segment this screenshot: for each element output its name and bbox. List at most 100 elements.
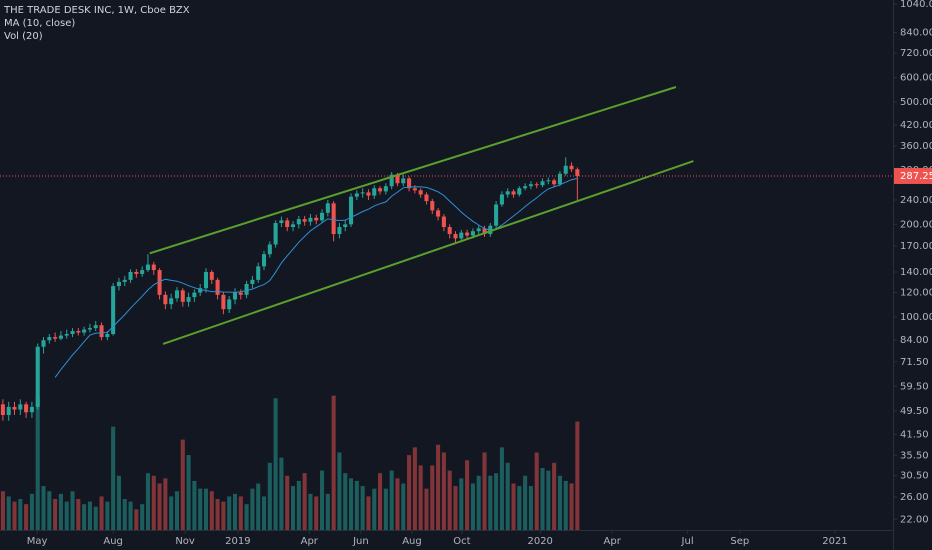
- axis-layer: 1040.00 840.00 720.00 600.00 500.00 420.00 360…: [27, 0, 932, 547]
- candle-body: [41, 340, 46, 347]
- y-tick-label: 22.00: [900, 514, 929, 525]
- volume-bar: [430, 465, 435, 530]
- trend-line: [149, 86, 677, 255]
- candle-body: [482, 228, 487, 235]
- volume-bar: [372, 488, 377, 530]
- volume-bar: [203, 488, 209, 530]
- volume-bar: [511, 483, 516, 530]
- volume-bar: [418, 465, 423, 530]
- volume-layer: [0, 395, 580, 530]
- x-tick-label: 2021: [822, 536, 847, 547]
- candle-body: [53, 337, 58, 339]
- candle-body: [134, 271, 139, 274]
- candle-body: [569, 165, 574, 170]
- candle-body: [58, 335, 63, 339]
- candle-body: [285, 220, 290, 228]
- candle-body: [24, 404, 29, 413]
- candle-body: [453, 234, 458, 239]
- candle-body: [494, 204, 499, 226]
- volume-bar: [395, 478, 400, 530]
- candle-body: [227, 299, 232, 310]
- candle-body: [296, 219, 301, 225]
- price-layer: [0, 86, 893, 421]
- volume-bar: [494, 473, 499, 530]
- candle-body: [198, 288, 203, 293]
- volume-bar: [296, 480, 301, 530]
- candle-body: [35, 346, 40, 407]
- candle-body: [250, 279, 255, 284]
- volume-bar: [563, 480, 568, 530]
- volume-bar: [378, 473, 383, 530]
- volume-bar: [546, 470, 551, 530]
- volume-bar: [169, 496, 174, 530]
- candle-body: [308, 217, 313, 222]
- volume-bar: [459, 478, 464, 530]
- y-tick-label: 100.00: [900, 312, 932, 323]
- volume-bar: [401, 483, 406, 530]
- candle-body: [459, 232, 464, 239]
- volume-bar: [76, 499, 81, 530]
- candle-body: [203, 271, 209, 289]
- x-tick-label: Jun: [352, 536, 369, 547]
- volume-bar: [279, 457, 284, 530]
- candle-body: [232, 292, 238, 300]
- volume-bar: [540, 468, 545, 530]
- volume-bar: [285, 475, 290, 530]
- volume-bar: [302, 473, 307, 530]
- y-tick-label: 41.50: [900, 429, 929, 440]
- candle-body: [436, 210, 441, 217]
- candle-body: [273, 223, 278, 245]
- candle-body: [378, 188, 383, 192]
- volume-bar: [116, 475, 121, 530]
- volume-bar: [349, 478, 354, 530]
- x-tick-label: Nov: [175, 536, 195, 547]
- candle-body: [314, 217, 319, 221]
- x-tick-label: 2020: [527, 536, 552, 547]
- volume-bar: [151, 475, 156, 530]
- candle-body: [186, 297, 191, 302]
- candle-body: [395, 174, 400, 184]
- ma-legend: MA (10, close): [4, 18, 75, 29]
- volume-bar: [337, 452, 342, 530]
- candle-body: [407, 178, 412, 189]
- candle-body: [360, 192, 365, 194]
- volume-bar: [58, 493, 63, 530]
- y-tick-label: 120.00: [900, 288, 932, 299]
- candle-body: [534, 184, 539, 186]
- volume-bar: [290, 486, 296, 530]
- x-tick-label: Sep: [730, 536, 749, 547]
- candle-body: [0, 404, 5, 416]
- volume-bar: [517, 486, 522, 530]
- candle-body: [163, 294, 168, 305]
- volume-bar: [122, 499, 127, 530]
- candle-body: [111, 286, 116, 335]
- y-tick-label: 200.00: [900, 219, 932, 230]
- volume-bar: [35, 395, 40, 530]
- volume-bar: [209, 491, 214, 530]
- volume-bar: [180, 439, 185, 530]
- volume-bar: [111, 426, 116, 530]
- volume-bar: [447, 470, 452, 530]
- volume-bar: [157, 483, 162, 530]
- candle-body: [99, 325, 104, 338]
- volume-bar: [407, 455, 412, 530]
- candle-body: [366, 192, 371, 196]
- volume-bar: [412, 447, 417, 530]
- volume-bar: [64, 501, 69, 530]
- candle-body: [499, 194, 504, 205]
- candle-body: [557, 173, 562, 185]
- candle-body: [261, 254, 267, 267]
- volume-bar: [174, 491, 180, 530]
- candle-body: [209, 271, 214, 280]
- candle-body: [151, 264, 156, 271]
- candle-body: [430, 201, 435, 211]
- volume-bar: [256, 483, 261, 530]
- candle-body: [383, 186, 388, 192]
- candle-body: [343, 224, 348, 228]
- volume-bar: [528, 486, 533, 530]
- y-tick-label: 500.00: [900, 97, 932, 108]
- candle-body: [192, 292, 197, 298]
- volume-bar: [134, 509, 139, 530]
- candle-body: [215, 279, 220, 295]
